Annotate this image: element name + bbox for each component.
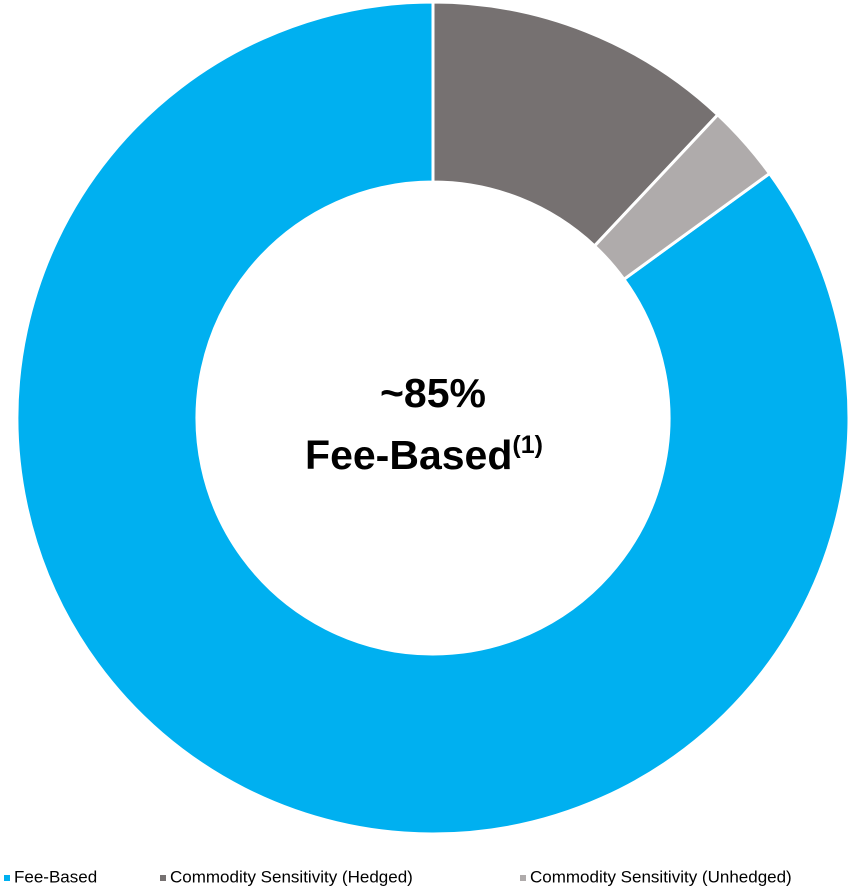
slice <box>15 0 851 836</box>
slice <box>431 0 720 249</box>
legend-label: Fee-Based <box>14 867 97 886</box>
legend-swatch <box>160 875 166 881</box>
legend-swatch <box>4 875 10 881</box>
legend-swatch <box>520 875 526 881</box>
donut <box>15 0 851 836</box>
center-label: Fee-Based(1) <box>305 431 543 478</box>
legend-label: Commodity Sensitivity (Hedged) <box>170 867 413 886</box>
legend: Fee-Based Commodity Sensitivity (Hedged) C… <box>4 867 792 886</box>
center-label-text: Fee-Based <box>305 432 512 478</box>
legend-label: Commodity Sensitivity (Unhedged) <box>530 867 792 886</box>
center-label: ~85% <box>380 370 486 416</box>
slice <box>592 112 772 282</box>
center-note: (1) <box>512 431 543 459</box>
